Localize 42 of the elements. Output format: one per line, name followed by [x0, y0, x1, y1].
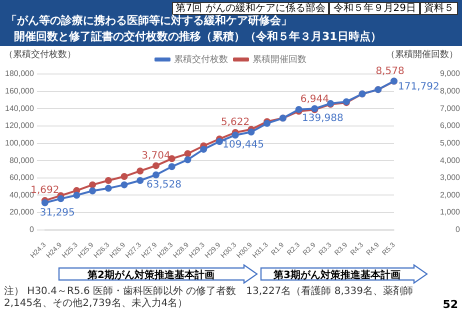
text: 注） H30.4～R5.6 医師・歯科医師以外 の修了者数 13,227名（看護師 8,339名、薬剤師 2,145名、その他2,739名、未入力4名） [4, 286, 414, 310]
y-axis-title: （累積交付枚数） [4, 48, 76, 60]
text: 第7回 がんの緩和ケアに係る部会 [172, 2, 330, 15]
y-tick-label: 100,000 [4, 138, 34, 148]
y2-axis-title: （累積開催回数） [386, 48, 458, 60]
y2-tick-label: 4,000 [440, 156, 461, 165]
data-label: 8,578 [376, 66, 404, 77]
y2-tick-label: 1,000 [440, 208, 461, 217]
y2-tick-label: 0 [456, 225, 461, 234]
text: 第3期がん対策推進基本計画 [272, 268, 402, 282]
y2-tick-label: 9,000 [440, 69, 461, 78]
y2-tick-label: 8,000 [440, 86, 461, 96]
y-tick-label: 40,000 [9, 190, 34, 200]
y-tick-label: 180,000 [4, 69, 34, 78]
data-label: 5,622 [221, 117, 250, 128]
data-label: 6,944 [300, 94, 329, 106]
chart-title: 「がん等の診療に携わる医師等に対する緩和ケア研修会」 [6, 13, 292, 28]
chart-subtitle: 開催回数と修了証書の交付枚数の推移（累積）（令和５年３月31日時点） [14, 29, 382, 44]
legend-label: 累積交付枚数 [174, 54, 228, 64]
text: 令和５年９月29日 [329, 2, 420, 15]
legend-label: 累積開催回数 [252, 54, 306, 64]
data-label: 63,528 [146, 179, 182, 190]
y-tick-label: 80,000 [9, 156, 34, 165]
data-label: 3,704 [142, 150, 170, 162]
data-label: 31,295 [40, 207, 75, 218]
data-label: 109,445 [222, 140, 264, 151]
text: 52 [442, 298, 458, 311]
y2-tick-label: 2,000 [440, 190, 461, 200]
y-tick-label: 120,000 [4, 121, 34, 130]
data-label: 171,792 [398, 82, 440, 93]
y2-tick-label: 3,000 [440, 173, 461, 182]
y-tick-label: 140,000 [4, 104, 34, 113]
y2-tick-label: 7,000 [440, 104, 461, 113]
text: 資料５ [420, 2, 458, 15]
text: 第2期がん対策推進基本計画 [86, 268, 216, 282]
y-tick-label: 60,000 [9, 173, 34, 182]
y2-tick-label: 6,000 [440, 121, 461, 130]
data-label: 139,988 [302, 113, 344, 124]
y-tick-label: 160,000 [4, 86, 34, 96]
y-tick-label: 0 [29, 225, 34, 234]
y-tick-label: 20,000 [9, 208, 34, 217]
y2-tick-label: 5,000 [440, 138, 461, 148]
